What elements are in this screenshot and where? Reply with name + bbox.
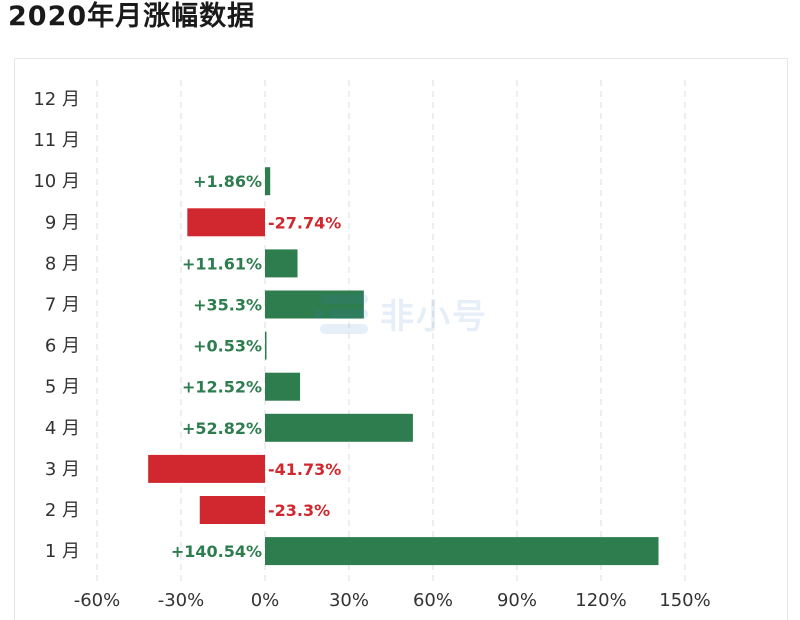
x-tick-label: 90% [497, 590, 537, 611]
data-label: -23.3% [268, 501, 330, 520]
data-label: -27.74% [268, 213, 341, 232]
data-label: +11.61% [182, 254, 262, 273]
y-category-label: 6 月 [45, 336, 80, 357]
bar [265, 413, 413, 442]
y-category-label: 4 月 [45, 418, 80, 439]
y-category-label: 12 月 [33, 89, 80, 110]
chart-card [14, 58, 788, 620]
x-tick-label: -30% [158, 590, 205, 611]
bar [265, 331, 267, 360]
y-category-label: 7 月 [45, 295, 80, 316]
y-category-label: 3 月 [45, 459, 80, 480]
data-label: +35.3% [193, 296, 262, 315]
y-category-label: 2 月 [45, 500, 80, 521]
y-category-label: 1 月 [45, 541, 80, 562]
bar [187, 208, 265, 237]
x-tick-label: 120% [575, 590, 626, 611]
data-label: +12.52% [182, 378, 262, 397]
y-category-label: 8 月 [45, 253, 80, 274]
bar [265, 249, 298, 278]
bar [148, 454, 265, 483]
data-label: +0.53% [193, 337, 262, 356]
y-category-label: 9 月 [45, 212, 80, 233]
data-label: +52.82% [182, 419, 262, 438]
y-category-label: 10 月 [33, 171, 80, 192]
bar [265, 372, 301, 401]
page-title: 2020年月涨幅数据 [8, 1, 256, 32]
x-tick-label: 60% [413, 590, 453, 611]
x-tick-label: 0% [251, 590, 280, 611]
y-category-label: 11 月 [33, 130, 80, 151]
data-label: +1.86% [193, 172, 262, 191]
x-tick-label: 30% [329, 590, 369, 611]
bar [265, 167, 271, 196]
bar [265, 290, 364, 319]
data-label: -41.73% [268, 460, 341, 479]
x-tick-label: 150% [659, 590, 710, 611]
y-category-label: 5 月 [45, 377, 80, 398]
bar [199, 496, 265, 524]
data-label: +140.54% [171, 542, 262, 561]
bar [265, 537, 659, 566]
x-tick-label: -60% [74, 590, 121, 611]
